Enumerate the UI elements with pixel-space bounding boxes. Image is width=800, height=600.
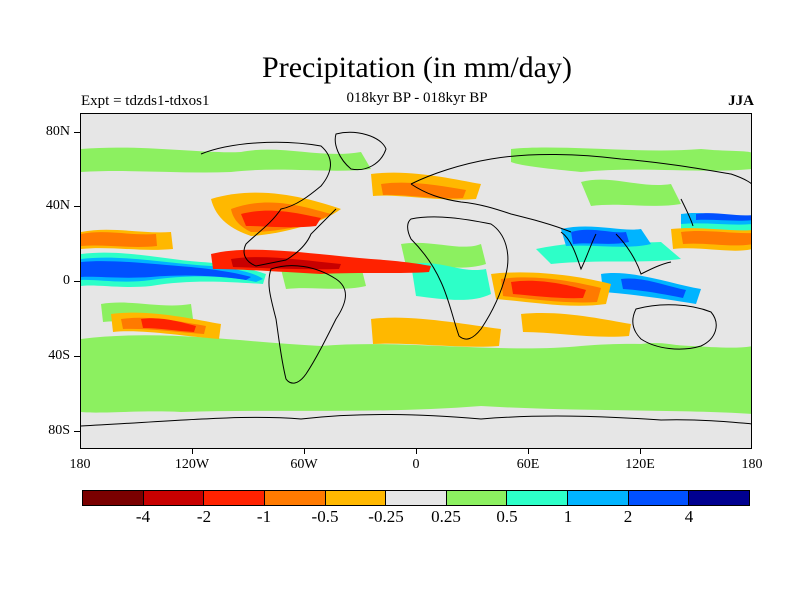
lat-label-0: 0 [63,273,70,288]
dark-red-patches [231,257,341,270]
colorbar-swatch [568,491,629,505]
colorbar-swatch [83,491,144,505]
lon-label-120e: 120E [625,457,655,472]
colorbar-swatch [264,491,326,505]
colorbar-label: 0.5 [496,507,518,526]
plot-title: Precipitation (in mm/day) [262,51,572,84]
season-label: JJA [728,93,754,109]
lon-label-60e: 60E [516,457,540,472]
lat-tick [74,132,80,133]
lat-tick [74,356,80,357]
lon-label-0: 0 [412,457,420,472]
lon-tick [416,449,417,454]
lon-label-120w: 120W [174,457,210,472]
lat-label-40s: 40S [48,348,70,363]
plot-subtitle: 018kyr BP - 018kyr BP [346,90,488,106]
lon-tick [528,449,529,454]
colorbar-swatch [689,491,750,505]
lat-tick [74,206,80,207]
coastlines [81,131,751,427]
colorbar-label: -0.25 [368,507,404,526]
colorbar-label: 1 [563,507,573,526]
experiment-label: Expt = tdzds1-tdxos1 [81,93,210,109]
lon-tick [192,449,193,454]
lat-tick [74,431,80,432]
colorbar-label: -1 [256,507,272,526]
blue-patches [81,213,751,298]
lon-tick [304,449,305,454]
colorbar-swatch [204,491,265,505]
colorbar-swatch [386,491,447,505]
colorbar-label: -0.5 [311,507,339,526]
lat-label-40n: 40N [45,198,70,213]
colorbar-swatch [446,491,508,505]
lon-label-180w: 180 [69,457,91,472]
lon-tick [640,449,641,454]
colorbar-label: 2 [623,507,633,526]
colorbar [82,490,750,506]
lat-label-80s: 80S [48,423,70,438]
colorbar-swatch [628,491,690,505]
lat-label-80n: 80N [45,124,70,139]
colorbar-label: 0.25 [431,507,461,526]
map-panel [80,113,752,449]
colorbar-swatch [143,491,205,505]
colorbar-swatch [507,491,569,505]
colorbar-label: 4 [684,507,694,526]
colorbar-label: -2 [196,507,212,526]
map-svg [81,131,751,427]
lat-tick [74,281,80,282]
colorbar-swatch [325,491,387,505]
lon-label-60w: 60W [290,457,318,472]
colorbar-label: -4 [135,507,151,526]
lon-label-180e: 180 [741,457,763,472]
